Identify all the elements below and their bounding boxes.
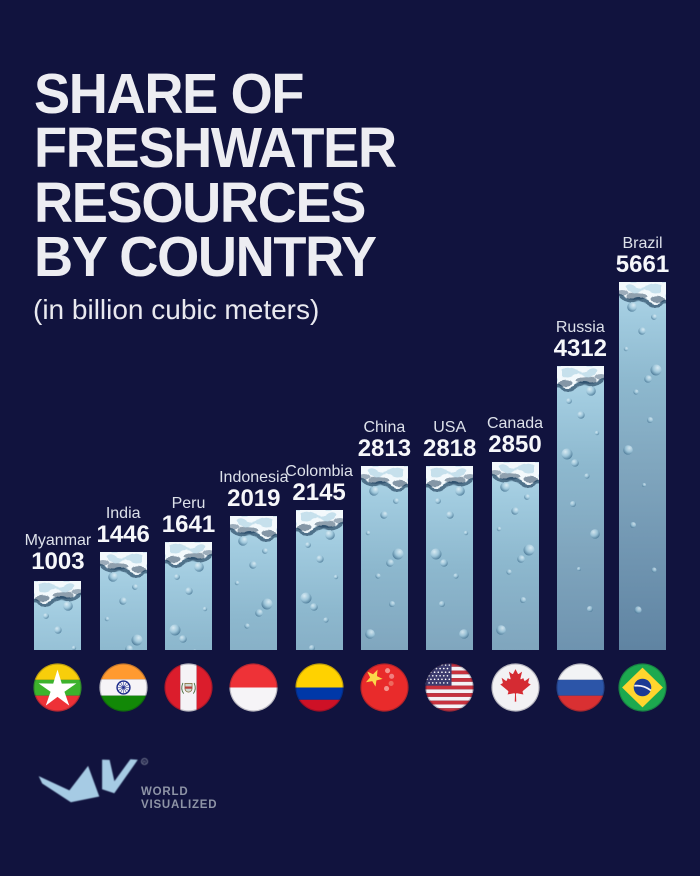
svg-text:R: R [143,760,147,766]
